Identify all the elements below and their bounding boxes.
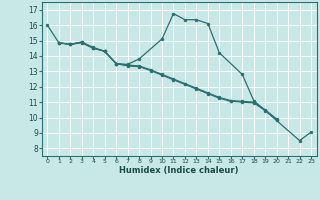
X-axis label: Humidex (Indice chaleur): Humidex (Indice chaleur) xyxy=(119,166,239,175)
